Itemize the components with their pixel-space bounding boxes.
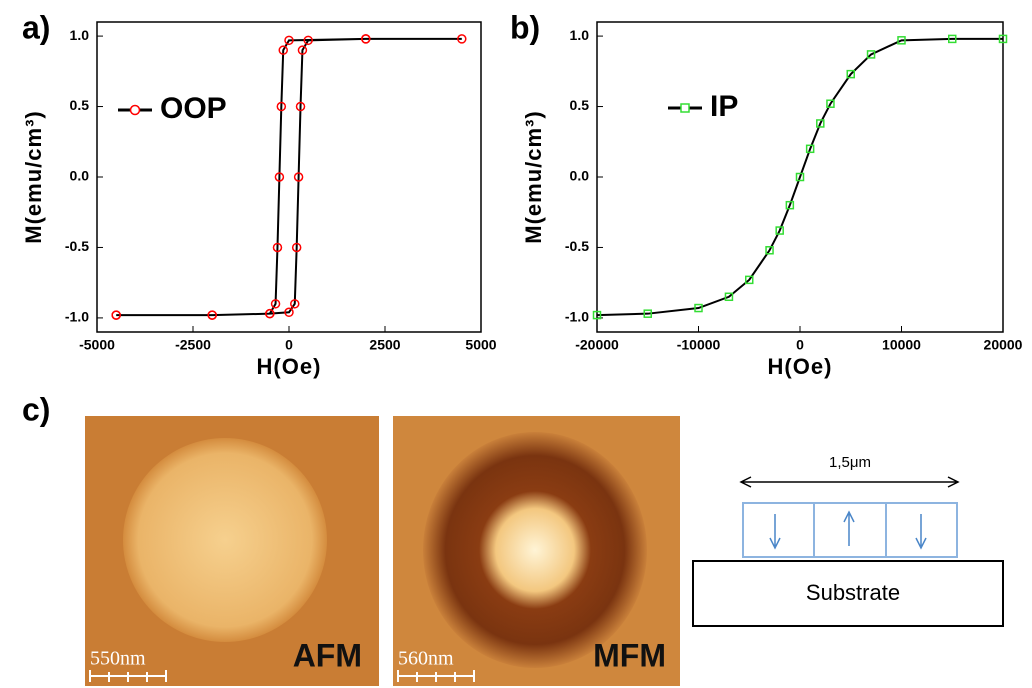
- x-axis-label: H(Oe): [257, 354, 322, 379]
- substrate: [692, 560, 1004, 627]
- x-tick-label: 0: [796, 337, 804, 353]
- panel-label: a): [22, 9, 50, 45]
- marker: [284, 307, 294, 318]
- mfm-ring: [423, 432, 647, 668]
- marker: [291, 242, 302, 253]
- x-tick-label: -20000: [575, 337, 619, 353]
- series-line: [596, 37, 1003, 317]
- x-tick-label: 2500: [369, 337, 400, 353]
- marker: [745, 275, 754, 285]
- marker: [694, 303, 703, 313]
- x-tick-label: -10000: [677, 337, 721, 353]
- marker: [207, 310, 217, 320]
- y-axis-label: M(emu/cm³): [521, 110, 546, 243]
- image-label: MFM: [593, 637, 666, 673]
- marker: [290, 299, 300, 309]
- marker: [765, 246, 774, 255]
- image-label: AFM: [293, 637, 362, 673]
- marker: [293, 172, 304, 182]
- panel-label: b): [510, 9, 540, 45]
- marker: [775, 226, 784, 235]
- marker: [278, 45, 288, 55]
- y-tick-label: -1.0: [65, 309, 89, 325]
- marker: [866, 50, 876, 59]
- y-tick-label: 0.5: [70, 97, 90, 113]
- marker: [111, 310, 121, 320]
- marker: [272, 242, 283, 253]
- x-tick-label: 0: [285, 337, 293, 353]
- series-line: [116, 37, 462, 317]
- y-tick-label: 1.0: [570, 27, 590, 43]
- marker: [998, 34, 1008, 44]
- legend-label: IP: [710, 90, 738, 123]
- marker: [897, 36, 906, 45]
- x-tick-label: 10000: [882, 337, 921, 353]
- width-label: 1,5μm: [829, 454, 871, 471]
- substrate-label: Substrate: [806, 580, 900, 605]
- y-tick-label: -1.0: [565, 309, 589, 325]
- plot-frame: [96, 21, 482, 333]
- afm-disk: [123, 438, 327, 642]
- y-tick-label: 0.0: [70, 168, 90, 184]
- spin-arrows: [769, 510, 927, 550]
- legend-label: OOP: [160, 92, 227, 125]
- marker: [846, 69, 855, 79]
- marker: [274, 172, 285, 182]
- marker: [643, 309, 652, 318]
- panel-label: c): [22, 391, 50, 427]
- y-tick-label: 0.0: [570, 168, 590, 184]
- x-tick-label: -5000: [79, 337, 115, 353]
- marker: [724, 292, 734, 302]
- marker: [785, 200, 795, 210]
- y-tick-label: 0.5: [570, 97, 590, 113]
- diagram: 1,5μm Substrate: [692, 454, 1004, 627]
- marker: [276, 101, 287, 112]
- scale-text: 550nm: [90, 648, 146, 670]
- scale-text: 560nm: [398, 648, 454, 670]
- film: [742, 502, 958, 558]
- marker: [816, 119, 825, 128]
- marker: [457, 34, 467, 44]
- marker: [948, 34, 957, 44]
- film-cells: [813, 503, 887, 557]
- marker: [303, 35, 313, 46]
- legend-marker: [129, 104, 141, 116]
- marker: [361, 34, 371, 44]
- marker: [265, 308, 275, 319]
- y-tick-label: 1.0: [70, 27, 90, 43]
- y-axis-label: M(emu/cm³): [21, 110, 46, 243]
- marker: [270, 299, 281, 309]
- x-tick-label: 5000: [465, 337, 496, 353]
- x-tick-label: 20000: [984, 337, 1023, 353]
- marker: [297, 45, 308, 55]
- x-tick-label: -2500: [175, 337, 211, 353]
- marker: [805, 144, 815, 154]
- x-axis-label: H(Oe): [768, 354, 833, 379]
- scale-bar: [397, 670, 475, 682]
- marker: [284, 35, 294, 46]
- y-tick-label: -0.5: [65, 238, 89, 254]
- marker: [826, 99, 835, 108]
- marker: [295, 101, 306, 112]
- y-tick-label: -0.5: [565, 238, 589, 254]
- scale-bar: [89, 670, 167, 682]
- legend-marker: [680, 103, 690, 113]
- width-arrow: [739, 476, 960, 488]
- marker: [795, 172, 805, 182]
- marker: [592, 310, 602, 320]
